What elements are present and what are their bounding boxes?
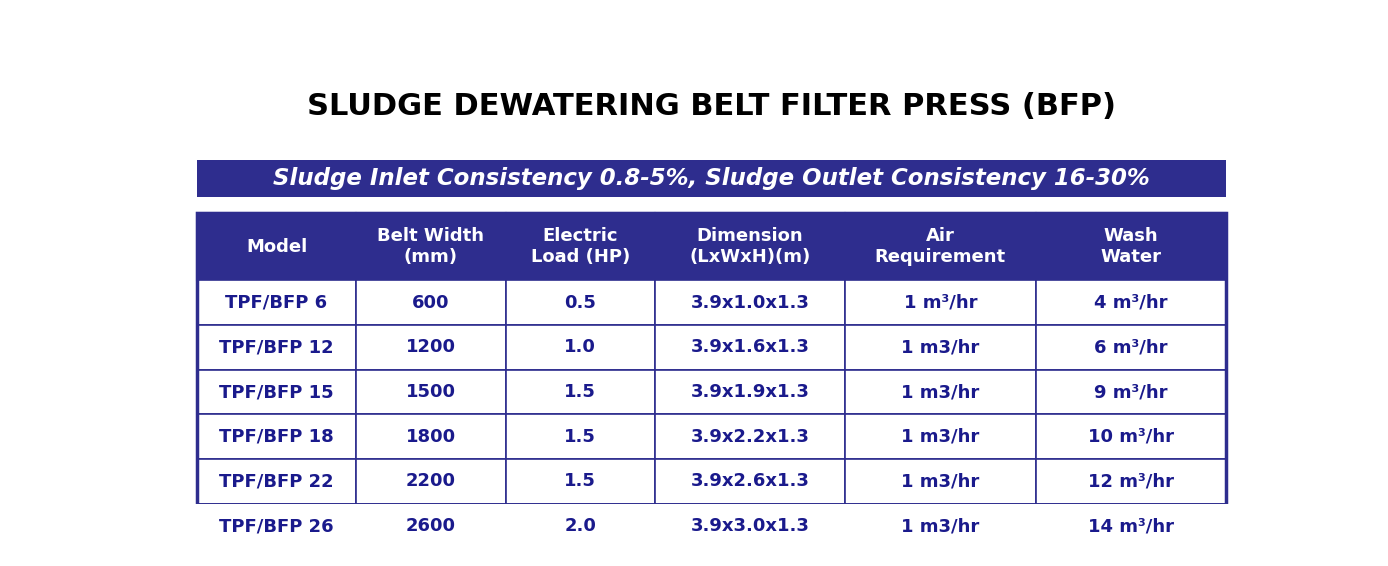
Text: 1 m3/hr: 1 m3/hr: [901, 338, 980, 357]
FancyBboxPatch shape: [197, 213, 357, 280]
Text: TPF/BFP 6: TPF/BFP 6: [225, 294, 328, 312]
Text: 1.0: 1.0: [564, 338, 595, 357]
FancyBboxPatch shape: [357, 459, 505, 504]
Text: 14 m³/hr: 14 m³/hr: [1088, 517, 1174, 535]
Text: 2.0: 2.0: [564, 517, 595, 535]
Text: 2600: 2600: [405, 517, 455, 535]
FancyBboxPatch shape: [655, 414, 845, 459]
Text: TPF/BFP 18: TPF/BFP 18: [219, 428, 335, 446]
FancyBboxPatch shape: [845, 213, 1035, 280]
Text: 4 m³/hr: 4 m³/hr: [1094, 294, 1167, 312]
FancyBboxPatch shape: [505, 280, 655, 325]
Text: 1 m3/hr: 1 m3/hr: [901, 383, 980, 401]
Text: 12 m³/hr: 12 m³/hr: [1088, 473, 1174, 490]
FancyBboxPatch shape: [505, 370, 655, 414]
FancyBboxPatch shape: [845, 280, 1035, 325]
FancyBboxPatch shape: [357, 414, 505, 459]
FancyBboxPatch shape: [505, 213, 655, 280]
FancyBboxPatch shape: [357, 213, 505, 280]
Text: 1 m3/hr: 1 m3/hr: [901, 428, 980, 446]
FancyBboxPatch shape: [845, 504, 1035, 548]
FancyBboxPatch shape: [1035, 504, 1226, 548]
FancyBboxPatch shape: [505, 504, 655, 548]
FancyBboxPatch shape: [845, 325, 1035, 370]
FancyBboxPatch shape: [1035, 213, 1226, 280]
Text: 1 m³/hr: 1 m³/hr: [904, 294, 977, 312]
Text: 1.5: 1.5: [564, 473, 595, 490]
Text: 3.9x3.0x1.3: 3.9x3.0x1.3: [690, 517, 809, 535]
FancyBboxPatch shape: [845, 459, 1035, 504]
Text: 3.9x2.6x1.3: 3.9x2.6x1.3: [690, 473, 809, 490]
Text: 3.9x2.2x1.3: 3.9x2.2x1.3: [690, 428, 809, 446]
Text: 3.9x1.0x1.3: 3.9x1.0x1.3: [690, 294, 809, 312]
Text: 1.5: 1.5: [564, 428, 595, 446]
FancyBboxPatch shape: [505, 325, 655, 370]
Text: 2200: 2200: [405, 473, 455, 490]
Text: 6 m³/hr: 6 m³/hr: [1094, 338, 1167, 357]
Text: 0.5: 0.5: [564, 294, 595, 312]
Text: 3.9x1.9x1.3: 3.9x1.9x1.3: [690, 383, 809, 401]
FancyBboxPatch shape: [357, 325, 505, 370]
FancyBboxPatch shape: [845, 414, 1035, 459]
FancyBboxPatch shape: [655, 280, 845, 325]
Text: TPF/BFP 22: TPF/BFP 22: [219, 473, 335, 490]
FancyBboxPatch shape: [1035, 280, 1226, 325]
Text: 1500: 1500: [405, 383, 455, 401]
FancyBboxPatch shape: [357, 280, 505, 325]
Text: Wash
Water: Wash Water: [1101, 227, 1162, 266]
Text: 600: 600: [412, 294, 450, 312]
Text: TPF/BFP 12: TPF/BFP 12: [219, 338, 335, 357]
FancyBboxPatch shape: [655, 504, 845, 548]
Text: 1 m3/hr: 1 m3/hr: [901, 517, 980, 535]
FancyBboxPatch shape: [655, 325, 845, 370]
Text: 1 m3/hr: 1 m3/hr: [901, 473, 980, 490]
FancyBboxPatch shape: [655, 213, 845, 280]
FancyBboxPatch shape: [197, 414, 357, 459]
FancyBboxPatch shape: [197, 160, 1226, 198]
Text: Electric
Load (HP): Electric Load (HP): [530, 227, 630, 266]
FancyBboxPatch shape: [845, 370, 1035, 414]
FancyBboxPatch shape: [1035, 325, 1226, 370]
FancyBboxPatch shape: [197, 459, 357, 504]
Text: Sludge Inlet Consistency 0.8-5%, Sludge Outlet Consistency 16-30%: Sludge Inlet Consistency 0.8-5%, Sludge …: [273, 168, 1149, 190]
Text: TPF/BFP 26: TPF/BFP 26: [219, 517, 335, 535]
FancyBboxPatch shape: [655, 459, 845, 504]
Text: TPF/BFP 15: TPF/BFP 15: [219, 383, 335, 401]
Text: SLUDGE DEWATERING BELT FILTER PRESS (BFP): SLUDGE DEWATERING BELT FILTER PRESS (BFP…: [307, 92, 1116, 121]
FancyBboxPatch shape: [197, 280, 357, 325]
Text: 9 m³/hr: 9 m³/hr: [1094, 383, 1167, 401]
Text: 1.5: 1.5: [564, 383, 595, 401]
FancyBboxPatch shape: [1035, 459, 1226, 504]
FancyBboxPatch shape: [1035, 414, 1226, 459]
FancyBboxPatch shape: [505, 459, 655, 504]
Text: 3.9x1.6x1.3: 3.9x1.6x1.3: [690, 338, 809, 357]
Text: Air
Requirement: Air Requirement: [874, 227, 1006, 266]
Text: 1800: 1800: [405, 428, 455, 446]
FancyBboxPatch shape: [357, 370, 505, 414]
Text: Belt Width
(mm): Belt Width (mm): [378, 227, 484, 266]
Text: 1200: 1200: [405, 338, 455, 357]
FancyBboxPatch shape: [1035, 370, 1226, 414]
Text: Dimension
(LxWxH)(m): Dimension (LxWxH)(m): [690, 227, 811, 266]
FancyBboxPatch shape: [197, 504, 357, 548]
FancyBboxPatch shape: [197, 325, 357, 370]
FancyBboxPatch shape: [197, 370, 357, 414]
FancyBboxPatch shape: [505, 414, 655, 459]
FancyBboxPatch shape: [357, 504, 505, 548]
Text: 10 m³/hr: 10 m³/hr: [1088, 428, 1174, 446]
FancyBboxPatch shape: [655, 370, 845, 414]
Text: Model: Model: [246, 238, 307, 256]
